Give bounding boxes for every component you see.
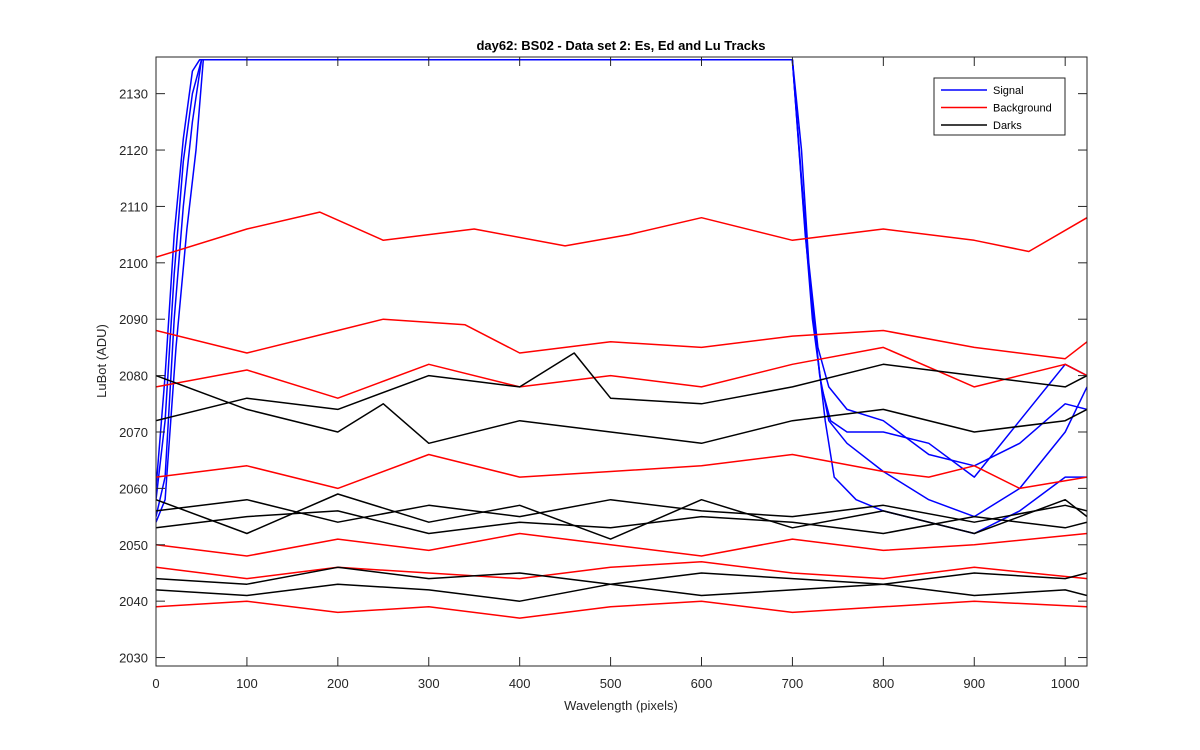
- x-tick-label: 400: [509, 676, 531, 691]
- x-tick-label: 800: [872, 676, 894, 691]
- x-tick-label: 1000: [1051, 676, 1080, 691]
- y-tick-label: 2120: [119, 143, 148, 158]
- legend-label-background: Background: [993, 103, 1052, 115]
- series-line-darks-11: [156, 352, 1087, 422]
- y-tick-label: 2040: [119, 594, 148, 609]
- y-tick-label: 2080: [119, 369, 148, 384]
- plot-frame: [155, 56, 1088, 667]
- legend-label-signal: Signal: [993, 85, 1024, 97]
- y-tick-label: 2100: [119, 256, 148, 271]
- y-tick-label: 2060: [119, 481, 148, 496]
- x-tick-label: 700: [782, 676, 804, 691]
- series-line-darks-14: [156, 510, 1087, 535]
- series-line-background-7: [156, 453, 1087, 490]
- series-line-darks-13: [156, 498, 1087, 523]
- x-tick-label: 900: [963, 676, 985, 691]
- y-tick-label: 2110: [120, 199, 148, 214]
- series-line-background-4: [156, 211, 1087, 258]
- series-line-darks-15: [156, 493, 1087, 540]
- series-line-background-6: [156, 346, 1087, 399]
- y-tick-label: 2070: [119, 425, 148, 440]
- y-tick-label: 2050: [119, 538, 148, 553]
- x-axis-ticks: 0 100 200 300 400 500 600 700 800 900 1000: [152, 57, 1080, 691]
- y-tick-label: 2090: [119, 312, 148, 327]
- x-axis-label: Wavelength (pixels): [564, 698, 678, 713]
- y-axis-ticks: 2030 2040 2050 2060 2070 2080 2090 2100 2110 2120…: [119, 87, 1087, 666]
- series-line-background-8: [156, 532, 1087, 557]
- series-line-darks-17: [156, 583, 1087, 602]
- y-axis-label: LuBot (ADU): [94, 324, 109, 398]
- series-line-background-10: [156, 600, 1087, 619]
- x-tick-label: 0: [152, 676, 159, 691]
- legend: Signal Background Darks: [933, 77, 1066, 136]
- x-tick-label: 500: [600, 676, 622, 691]
- plot-area: [156, 57, 1087, 666]
- series-line-background-5: [156, 318, 1087, 360]
- series-line-darks-12: [156, 374, 1087, 445]
- series-layer: [156, 59, 1087, 619]
- series-line-darks-16: [156, 566, 1087, 585]
- y-tick-label: 2030: [119, 651, 148, 666]
- series-line-background-9: [156, 560, 1087, 580]
- legend-label-darks: Darks: [993, 120, 1022, 132]
- y-tick-label: 2130: [119, 87, 148, 102]
- x-tick-label: 300: [418, 676, 440, 691]
- x-tick-label: 100: [236, 676, 258, 691]
- series-line-signal-1: [156, 59, 1087, 500]
- chart-title: day62: BS02 - Data set 2: Es, Ed and Lu …: [476, 38, 765, 53]
- x-tick-label: 600: [691, 676, 713, 691]
- x-tick-label: 200: [327, 676, 349, 691]
